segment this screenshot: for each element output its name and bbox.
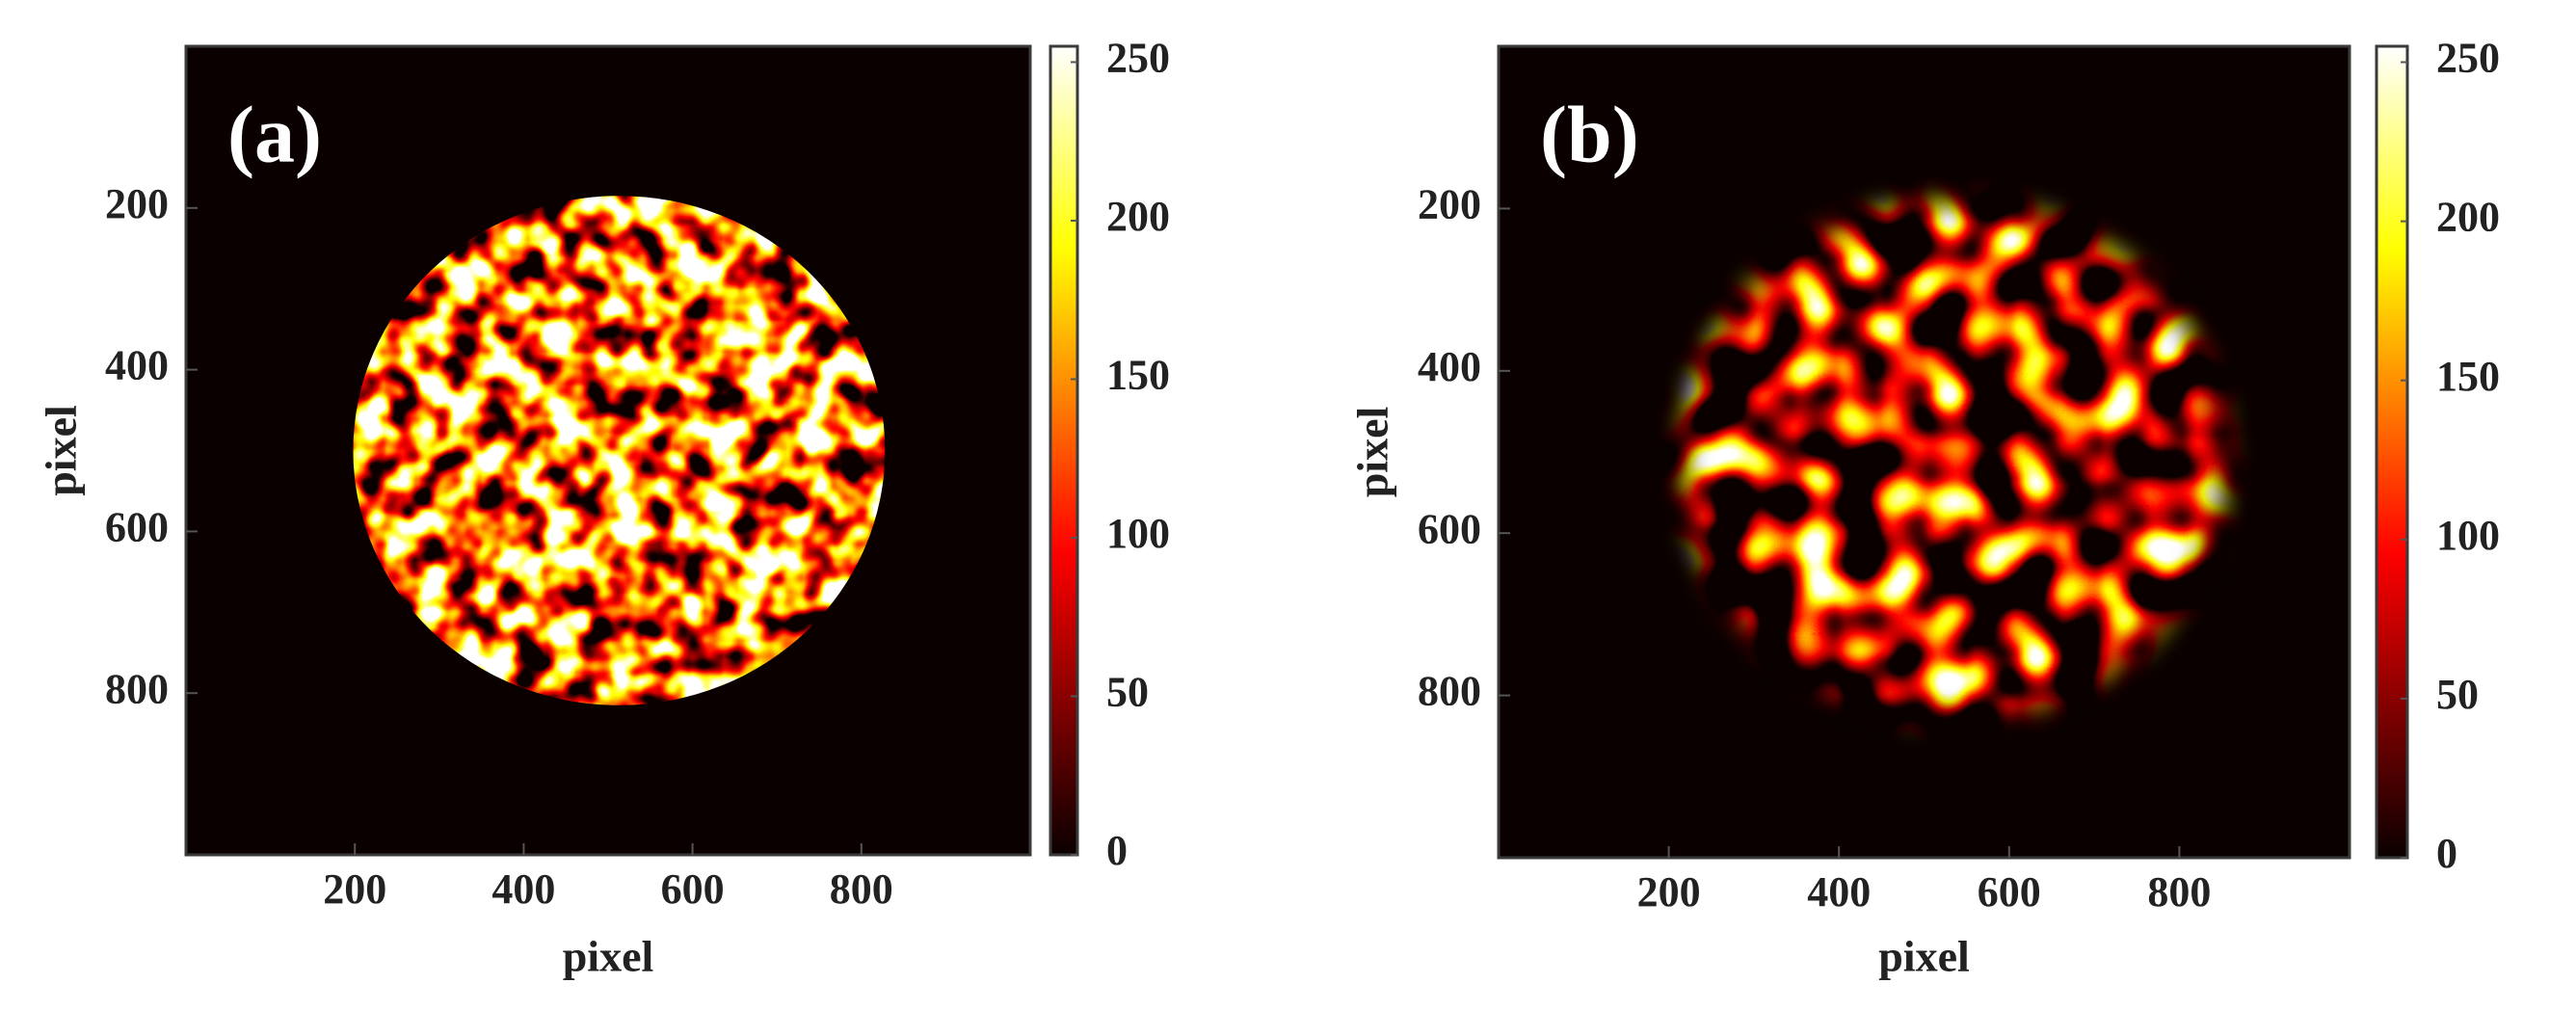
y-tick-label: 800: [1418, 668, 1481, 715]
colorbar-tick-label: 100: [1106, 510, 1170, 557]
colorbar-tick-label: 200: [2436, 194, 2500, 241]
x-tick-label: 600: [1978, 868, 2041, 916]
x-tick-label: 400: [1807, 868, 1871, 916]
colorbar-tick-label: 150: [2436, 353, 2500, 400]
x-tick-label: 400: [491, 865, 555, 913]
colorbar-tick-label: 50: [2436, 671, 2479, 718]
x-tick-label: 200: [1637, 868, 1701, 916]
colorbar-tick-label: 50: [1106, 669, 1149, 716]
x-axis-label: pixel: [1878, 932, 1970, 981]
speckle-spot: [1634, 153, 2273, 767]
y-tick-label: 800: [105, 665, 169, 712]
x-tick-label: 600: [661, 865, 725, 913]
colorbar-tick-label: 250: [1106, 35, 1170, 82]
x-tick-label: 800: [830, 865, 893, 913]
panel-label: (b): [1540, 90, 1639, 179]
colorbar-tick-label: 0: [1106, 827, 1128, 874]
x-tick-label: 200: [323, 865, 386, 913]
axes-frame: [184, 44, 1032, 857]
colorbar-tick-label: 0: [2436, 830, 2457, 877]
x-tick-label: 800: [2147, 868, 2211, 916]
y-axis-label: pixel: [37, 405, 86, 496]
y-tick-label: 600: [1418, 505, 1481, 552]
y-tick-label: 200: [1418, 180, 1481, 227]
colorbar-tick-label: 150: [1106, 352, 1170, 399]
speckle-spot: [353, 196, 886, 705]
colorbar-tick-label: 100: [2436, 512, 2500, 559]
x-axis-label: pixel: [563, 932, 654, 981]
y-tick-label: 400: [1418, 343, 1481, 390]
panel-label: (a): [227, 90, 322, 179]
colorbar-tick-label: 200: [1106, 193, 1170, 240]
colorbar-tick-label: 250: [2436, 35, 2500, 82]
y-tick-label: 200: [105, 180, 169, 227]
axes-frame: [1497, 44, 2351, 860]
y-tick-label: 400: [105, 342, 169, 389]
y-axis-label: pixel: [1348, 407, 1397, 498]
y-tick-label: 600: [105, 503, 169, 550]
colorbar: [1049, 44, 1079, 857]
colorbar: [2375, 44, 2409, 860]
